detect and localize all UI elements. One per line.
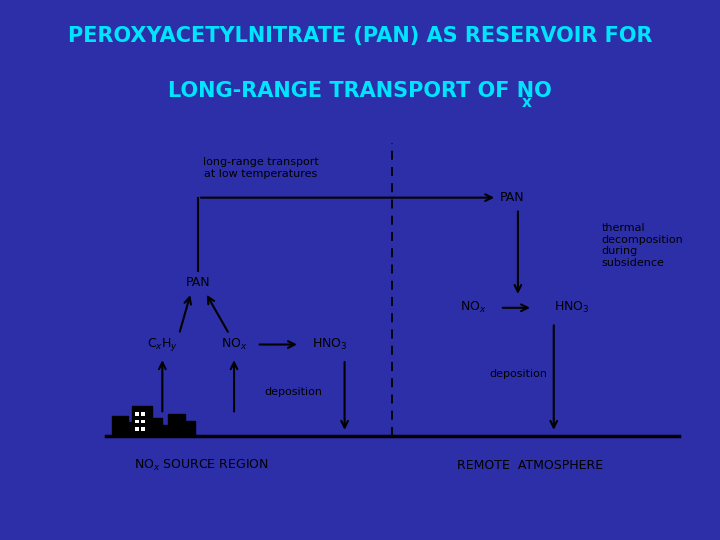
Bar: [135, 427, 139, 431]
Bar: [141, 420, 145, 423]
Text: C$_x$H$_y$: C$_x$H$_y$: [147, 336, 178, 353]
Text: PAN: PAN: [186, 275, 210, 288]
Text: deposition: deposition: [265, 387, 323, 397]
Text: NO$_x$: NO$_x$: [460, 300, 486, 315]
Text: deposition: deposition: [489, 369, 547, 379]
Text: long-range transport
at low temperatures: long-range transport at low temperatures: [203, 158, 319, 179]
Bar: [125, 422, 135, 436]
Text: PAN: PAN: [500, 191, 525, 204]
Bar: [168, 414, 185, 436]
Bar: [135, 420, 139, 423]
Bar: [135, 413, 139, 416]
Bar: [182, 421, 195, 436]
Text: PEROXYACETYLNITRATE (PAN) AS RESERVOIR FOR: PEROXYACETYLNITRATE (PAN) AS RESERVOIR F…: [68, 26, 652, 46]
Bar: [159, 424, 170, 436]
Bar: [148, 418, 162, 436]
Text: thermal
decomposition
during
subsidence: thermal decomposition during subsidence: [601, 223, 683, 268]
Bar: [132, 406, 152, 436]
Text: x: x: [521, 95, 531, 110]
Bar: [112, 416, 128, 436]
Text: HNO$_3$: HNO$_3$: [554, 300, 590, 315]
Text: REMOTE  ATMOSPHERE: REMOTE ATMOSPHERE: [456, 459, 603, 472]
Text: LONG-RANGE TRANSPORT OF NO: LONG-RANGE TRANSPORT OF NO: [168, 81, 552, 101]
Bar: [141, 413, 145, 416]
Bar: [141, 427, 145, 431]
Text: NO$_x$: NO$_x$: [221, 337, 247, 352]
Text: HNO$_3$: HNO$_3$: [312, 337, 348, 352]
Text: NO$_x$ SOURCE REGION: NO$_x$ SOURCE REGION: [134, 458, 269, 473]
